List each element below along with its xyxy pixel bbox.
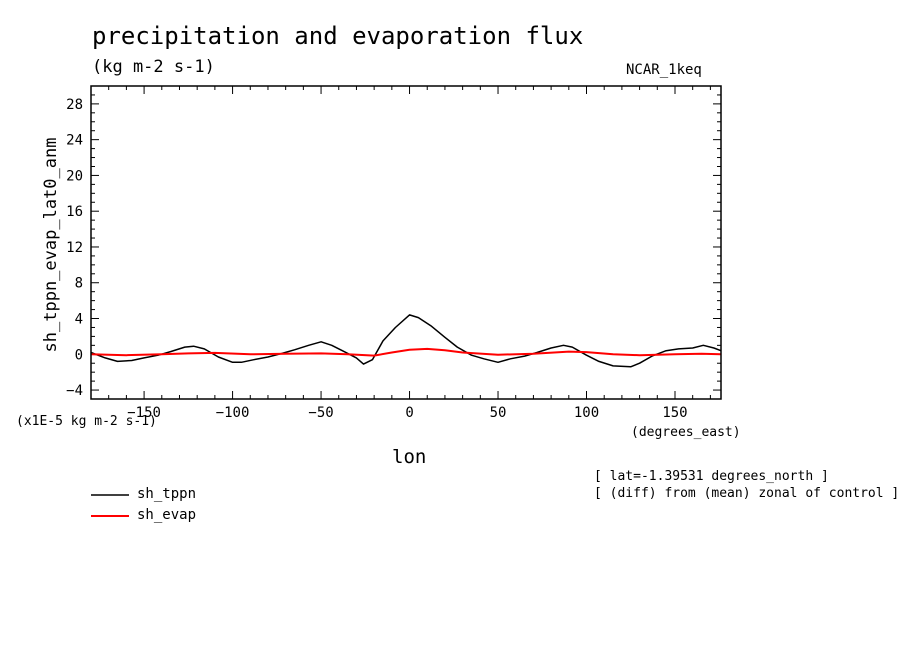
legend-label-sh-tppn: sh_tppn: [137, 486, 197, 502]
plot-frame: [90, 85, 722, 400]
x-tick-label: 50: [490, 405, 507, 421]
series-layer: [90, 314, 722, 368]
series-line-sh-evap: [90, 347, 722, 357]
x-axis-label: lon: [392, 446, 427, 468]
axis-ticks: −4 0 4 8 12 16 20 24 28 −150 −100 −50 0 50 100 150: [66, 85, 721, 421]
y-axis-label: sh_tppn_evap_lat0_anm: [41, 138, 61, 353]
y-tick-label: 4: [75, 312, 83, 328]
y-tick-label: 20: [66, 168, 83, 184]
model-label: NCAR_1keq: [626, 62, 702, 78]
x-tick-label: 100: [574, 405, 599, 421]
y-tick-label: 8: [75, 276, 83, 292]
legend-label-sh-evap: sh_evap: [137, 507, 197, 523]
x-tick-label: −150: [127, 405, 161, 421]
annotation-diff: [ (diff) from (mean) zonal of control ]: [594, 486, 900, 501]
chart-subtitle: (kg m-2 s-1): [92, 57, 215, 77]
legend: [91, 494, 129, 517]
chart-title: precipitation and evaporation flux: [92, 22, 584, 50]
y-tick-label: 16: [66, 204, 83, 220]
y-tick-label: 12: [66, 240, 83, 256]
y-tick-label: 24: [66, 133, 83, 149]
x-tick-label: −100: [216, 405, 250, 421]
y-tick-label: 28: [66, 97, 83, 113]
y-scale-note: (x1E-5 kg m-2 s-1): [16, 414, 157, 429]
x-tick-label: 150: [662, 405, 687, 421]
annotation-latitude: [ lat=-1.39531 degrees_north ]: [594, 469, 829, 484]
x-tick-label: 0: [405, 405, 413, 421]
x-tick-label: −50: [308, 405, 333, 421]
y-tick-label: −4: [66, 383, 83, 399]
series-line-sh-tppn: [90, 314, 722, 368]
y-tick-label: 0: [75, 347, 83, 363]
x-unit-label: (degrees_east): [631, 425, 741, 440]
